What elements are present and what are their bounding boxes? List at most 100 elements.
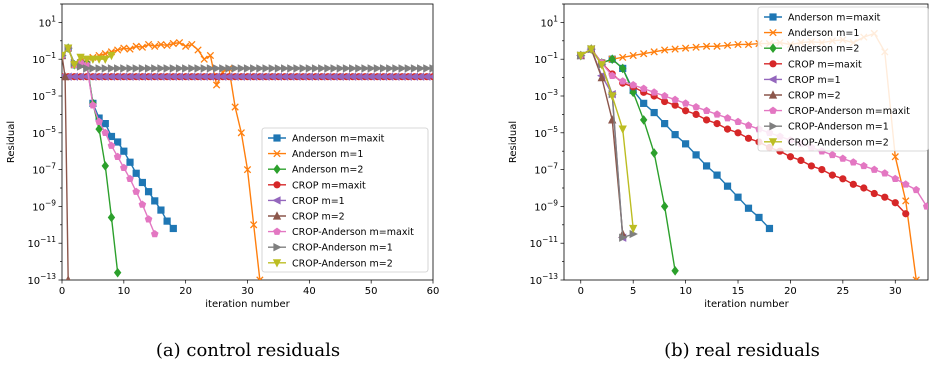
- y-tick-label: 10−9: [32, 198, 56, 213]
- data-point: [65, 275, 71, 280]
- data-point: [138, 200, 147, 208]
- legend-label: CROP m=1: [292, 196, 345, 207]
- data-point: [126, 158, 134, 166]
- chart-panel-b: 101 10−1 10−3 10−5 10−7 10−9 10−11 10−13 0 5 10 15 2…: [508, 3, 929, 361]
- data-point: [293, 64, 302, 73]
- data-point: [744, 40, 753, 49]
- data-point: [182, 42, 190, 50]
- data-point: [188, 40, 196, 49]
- data-point: [280, 64, 290, 73]
- data-point: [175, 64, 185, 73]
- legend-marker: [273, 149, 281, 158]
- chart-panel-a: 101 10−1 10−3 10−5 10−7 10−9 10−11 10−130 10 20 30…: [6, 3, 439, 361]
- data-point: [83, 64, 92, 73]
- data-point: [618, 63, 627, 74]
- data-point: [132, 42, 140, 50]
- data-point: [243, 64, 253, 73]
- data-point: [107, 51, 116, 61]
- data-point: [324, 64, 333, 73]
- legend-item: CROP m=maxit: [764, 59, 862, 70]
- series-crop-m-2: [576, 44, 627, 238]
- x-tick-label: 30: [889, 286, 902, 297]
- legend-label: Anderson m=1: [292, 149, 363, 160]
- legend-item: CROP m=1: [268, 196, 345, 207]
- data-point: [144, 40, 153, 49]
- data-point: [144, 215, 153, 223]
- data-point: [107, 132, 116, 141]
- plot-area: [576, 29, 928, 280]
- x-tick-label: 5: [630, 286, 636, 297]
- data-point: [150, 229, 159, 238]
- x-tick-label: 30: [241, 286, 254, 297]
- data-point: [629, 87, 637, 98]
- data-point: [95, 64, 104, 73]
- data-point: [305, 64, 315, 73]
- data-point: [410, 64, 420, 73]
- x-tick-label: 0: [578, 286, 584, 297]
- legend-marker: [273, 227, 281, 235]
- data-point: [256, 276, 264, 280]
- data-point: [902, 197, 910, 205]
- data-point: [175, 38, 184, 47]
- data-point: [89, 101, 97, 109]
- data-point: [367, 64, 376, 73]
- series-crop-m-2: [62, 50, 71, 280]
- data-point: [169, 39, 177, 48]
- data-point: [702, 106, 711, 114]
- data-point: [660, 46, 669, 54]
- legend-label: CROP-Anderson m=2: [292, 258, 393, 269]
- x-tick-label: 20: [784, 286, 797, 297]
- data-point: [618, 77, 627, 85]
- data-point: [243, 165, 252, 174]
- data-point: [76, 62, 86, 71]
- data-point: [428, 74, 433, 80]
- legend-marker: [273, 181, 281, 189]
- data-point: [608, 71, 617, 80]
- data-point: [849, 180, 857, 188]
- data-point: [807, 162, 815, 170]
- data-point: [839, 154, 847, 162]
- x-tick-label: 25: [836, 286, 849, 297]
- data-point: [640, 99, 648, 107]
- y-tick-label: 10−5: [534, 125, 558, 140]
- data-point: [94, 55, 104, 64]
- x-tick-label: 15: [732, 286, 745, 297]
- legend-item: Anderson m=2: [268, 164, 363, 176]
- data-point: [723, 114, 732, 122]
- data-point: [262, 64, 271, 73]
- data-point: [250, 221, 258, 229]
- data-point: [169, 64, 179, 73]
- data-point: [219, 64, 228, 73]
- series-line: [62, 46, 433, 70]
- legend-item: CROP m=2: [764, 90, 841, 102]
- legend-item: Anderson m=1: [268, 149, 363, 160]
- data-point: [89, 64, 98, 73]
- legend-label: CROP-Anderson m=1: [292, 243, 393, 254]
- data-point: [132, 169, 140, 177]
- data-point: [188, 64, 197, 73]
- legend-marker: [272, 211, 282, 220]
- legend-marker: [273, 134, 281, 142]
- data-point: [206, 51, 215, 60]
- data-point: [373, 64, 383, 73]
- data-point: [618, 125, 627, 134]
- data-point: [702, 162, 711, 170]
- data-point: [101, 55, 110, 64]
- data-point: [650, 88, 658, 96]
- data-point: [713, 120, 721, 128]
- data-point: [734, 40, 742, 49]
- data-point: [113, 152, 122, 160]
- data-point: [231, 103, 239, 111]
- data-point: [132, 64, 141, 73]
- data-point: [114, 138, 122, 146]
- data-point: [336, 64, 345, 73]
- data-point: [744, 204, 753, 212]
- data-point: [250, 64, 259, 73]
- data-point: [661, 97, 669, 106]
- data-point: [744, 121, 753, 129]
- data-point: [88, 55, 98, 64]
- data-point: [182, 64, 191, 73]
- data-point: [200, 55, 208, 63]
- data-point: [101, 120, 109, 128]
- data-point: [268, 64, 277, 73]
